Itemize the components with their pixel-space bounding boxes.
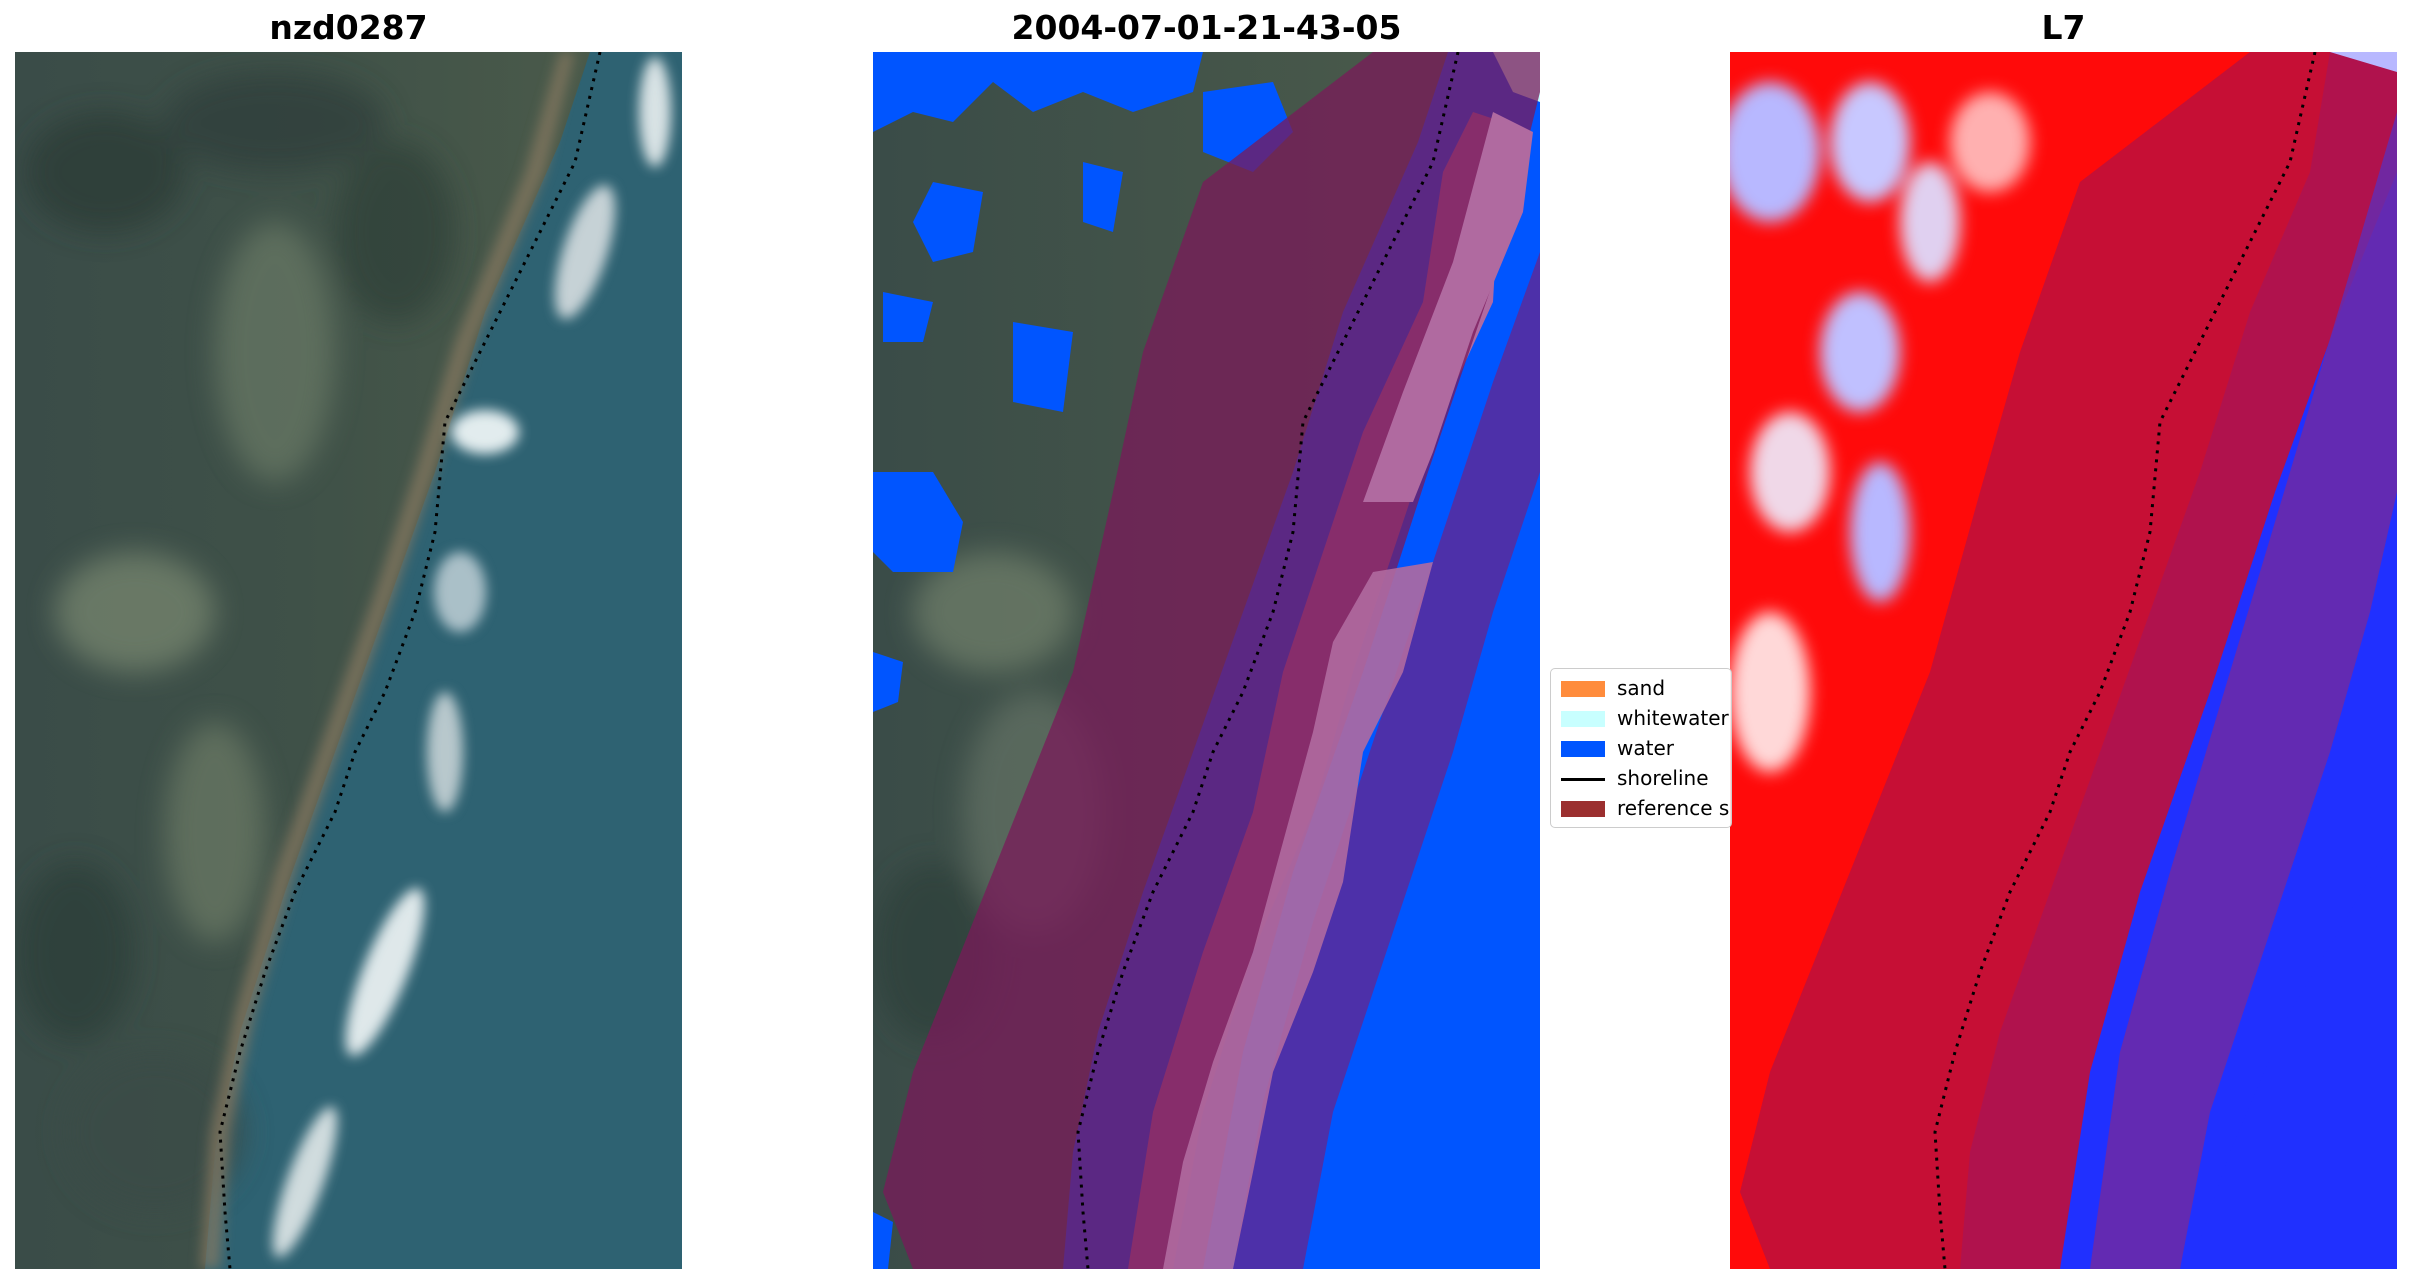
index-panel [1730, 52, 2397, 1269]
rgb-image [15, 52, 682, 1269]
legend-item-shoreline: shoreline [1551, 763, 1731, 793]
classification-panel [873, 52, 1540, 1269]
legend-label-whitewater: whitewater [1617, 706, 1729, 730]
panel-title-rgb: nzd0287 [269, 8, 428, 47]
legend-item-reference-buffer: reference shoreline buffer [1551, 793, 1731, 823]
classification-image [873, 52, 1540, 1269]
index-image [1730, 52, 2397, 1269]
legend-swatch-sand [1561, 681, 1605, 697]
panel-title-index: L7 [2041, 8, 2086, 47]
legend-item-sand: sand [1551, 673, 1731, 703]
legend-label-water: water [1617, 736, 1674, 760]
rgb-image-panel [15, 52, 682, 1269]
legend-item-water: water [1551, 733, 1731, 763]
legend-swatch-reference-buffer [1561, 801, 1605, 817]
panel-title-classification: 2004-07-01-21-43-05 [1011, 8, 1402, 47]
legend-swatch-water [1561, 741, 1605, 757]
legend-label-sand: sand [1617, 676, 1666, 700]
legend: sand whitewater water shoreline referenc… [1550, 668, 1732, 828]
legend-line-shoreline [1561, 778, 1605, 781]
legend-label-reference-buffer: reference shoreline buffer [1617, 796, 1731, 820]
legend-label-shoreline: shoreline [1617, 766, 1709, 790]
legend-swatch-whitewater [1561, 711, 1605, 727]
legend-item-whitewater: whitewater [1551, 703, 1731, 733]
